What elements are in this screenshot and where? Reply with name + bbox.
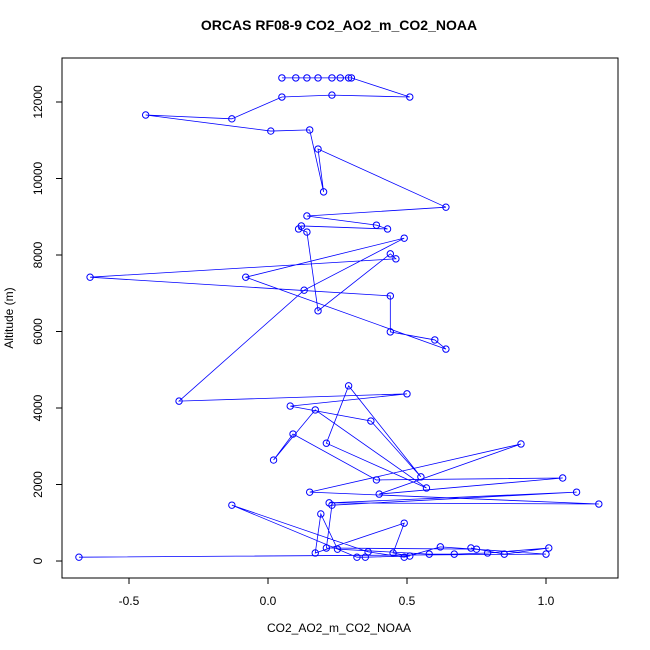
- data-point: [372, 221, 381, 229]
- data-point: [292, 74, 300, 82]
- plot-frame: [61, 57, 619, 579]
- data-point: [403, 390, 411, 398]
- data-point: [400, 553, 408, 561]
- data-point: [141, 111, 150, 119]
- data-point: [267, 127, 275, 135]
- data-point: [333, 545, 342, 553]
- x-tick-label: 0.5: [399, 594, 416, 608]
- data-point: [314, 74, 322, 82]
- data-point: [422, 484, 431, 492]
- data-point: [400, 234, 408, 242]
- data-point: [386, 292, 395, 300]
- data-point: [336, 74, 344, 82]
- data-point: [322, 439, 331, 447]
- data-point: [595, 500, 603, 508]
- data-point: [545, 544, 553, 552]
- y-tick-label: 10000: [31, 161, 45, 195]
- data-point: [322, 544, 331, 552]
- data-point: [278, 74, 286, 82]
- data-point: [386, 250, 395, 258]
- data-point: [383, 225, 392, 233]
- data-point: [303, 212, 311, 220]
- data-point: [472, 545, 481, 553]
- data-point: [558, 474, 567, 482]
- data-point: [353, 553, 361, 561]
- data-point: [311, 549, 319, 557]
- y-axis-label: Altitude (m): [2, 287, 16, 348]
- chart-title: ORCAS RF08-9 CO2_AO2_m_CO2_NOAA: [201, 17, 477, 33]
- data-point: [344, 74, 353, 82]
- data-point: [305, 126, 314, 134]
- x-tick-label: 0.0: [260, 594, 277, 608]
- data-point: [228, 115, 236, 123]
- data-point: [372, 476, 381, 484]
- data-point: [86, 273, 94, 281]
- data-point: [286, 402, 294, 410]
- data-point: [406, 552, 414, 560]
- data-point: [325, 499, 333, 507]
- y-tick-label: 4000: [31, 394, 45, 421]
- data-point: [467, 544, 475, 552]
- data-point: [386, 328, 395, 336]
- y-tick-label: 12000: [31, 85, 45, 119]
- data-point: [367, 417, 375, 425]
- data-point: [75, 553, 83, 561]
- data-point: [300, 286, 308, 294]
- data-point: [328, 74, 336, 82]
- y-tick-label: 6000: [31, 318, 45, 345]
- data-point: [344, 382, 353, 390]
- data-point: [389, 549, 397, 557]
- data-point: [400, 519, 408, 527]
- data-point: [517, 440, 525, 448]
- data-point: [311, 406, 319, 414]
- data-point: [317, 510, 325, 518]
- y-tick-label: 0: [31, 557, 45, 564]
- x-tick-label: 1.0: [538, 594, 555, 608]
- data-point: [269, 456, 278, 464]
- data-point: [297, 222, 306, 230]
- data-point: [392, 255, 400, 263]
- data-point: [500, 550, 508, 558]
- data-point: [431, 336, 439, 344]
- data-point: [442, 345, 450, 353]
- data-point: [406, 93, 414, 101]
- data-point: [289, 430, 297, 438]
- data-point: [425, 550, 433, 558]
- data-point: [242, 273, 250, 281]
- data-point: [303, 74, 311, 82]
- data-point: [572, 488, 581, 496]
- data-point: [442, 203, 450, 211]
- data-point: [542, 550, 550, 558]
- data-point: [175, 397, 183, 405]
- data-point: [314, 145, 322, 153]
- data-point: [417, 473, 425, 481]
- y-tick-label: 2000: [31, 471, 45, 498]
- x-tick-label: -0.5: [119, 594, 140, 608]
- x-axis-label: CO2_AO2_m_CO2_NOAA: [267, 621, 411, 635]
- data-point: [328, 91, 336, 99]
- data-point: [347, 74, 356, 82]
- data-point: [305, 488, 314, 496]
- data-point: [450, 550, 458, 558]
- data-point: [436, 543, 445, 551]
- data-point: [303, 228, 311, 236]
- data-point: [278, 93, 286, 101]
- data-line: [78, 77, 599, 558]
- data-point: [361, 553, 369, 561]
- data-point: [375, 490, 383, 498]
- data-point: [314, 307, 322, 315]
- data-point: [483, 549, 492, 557]
- data-point: [228, 501, 236, 509]
- data-point: [319, 188, 328, 196]
- y-tick-label: 8000: [31, 241, 45, 268]
